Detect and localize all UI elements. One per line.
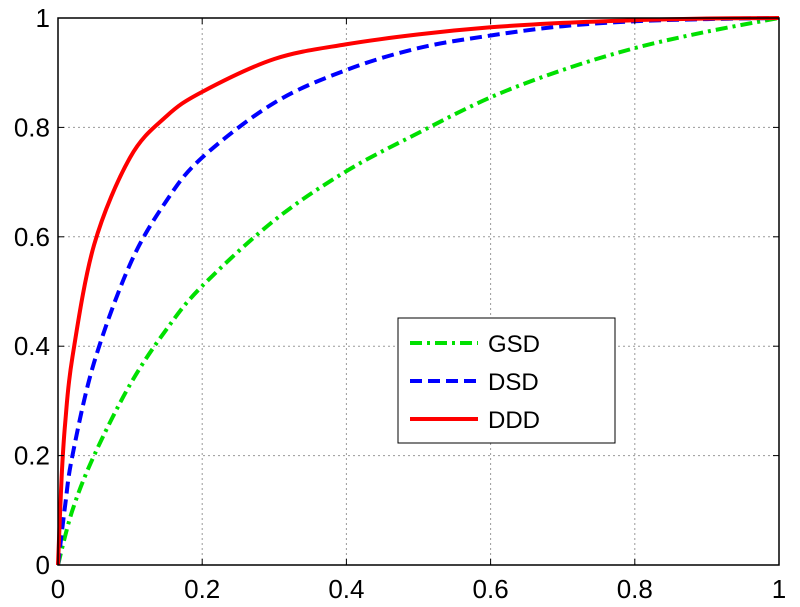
- y-tick-label: 0.8: [14, 112, 50, 142]
- legend-label-gsd: GSD: [488, 331, 540, 358]
- legend-label-ddd: DDD: [488, 407, 540, 434]
- plot-frame: [57, 17, 780, 566]
- x-tick-label: 0: [51, 574, 65, 604]
- y-tick-label: 1: [36, 3, 50, 33]
- x-tick-label: 0.6: [473, 574, 509, 604]
- legend: GSD DSD DDD: [397, 317, 616, 444]
- x-tick-label: 1: [772, 574, 786, 604]
- y-tick-label: 0: [36, 550, 50, 580]
- y-tick-label: 0.6: [14, 222, 50, 252]
- x-tick-label: 0.4: [328, 574, 364, 604]
- y-tick-label: 0.4: [14, 331, 50, 361]
- series-lines: [56, 16, 780, 566]
- tick-labels: 0 0.2 0.4 0.6 0.8 1 0 0.2 0.4 0.6 0.8 1: [14, 3, 786, 604]
- x-tick-label: 0.2: [184, 574, 220, 604]
- x-tick-label: 0.8: [617, 574, 653, 604]
- series-line-gsd: [56, 16, 780, 566]
- series-line-ddd: [56, 16, 780, 566]
- series-line-dsd: [56, 16, 780, 566]
- y-tick-label: 0.2: [14, 441, 50, 471]
- legend-label-dsd: DSD: [488, 369, 539, 396]
